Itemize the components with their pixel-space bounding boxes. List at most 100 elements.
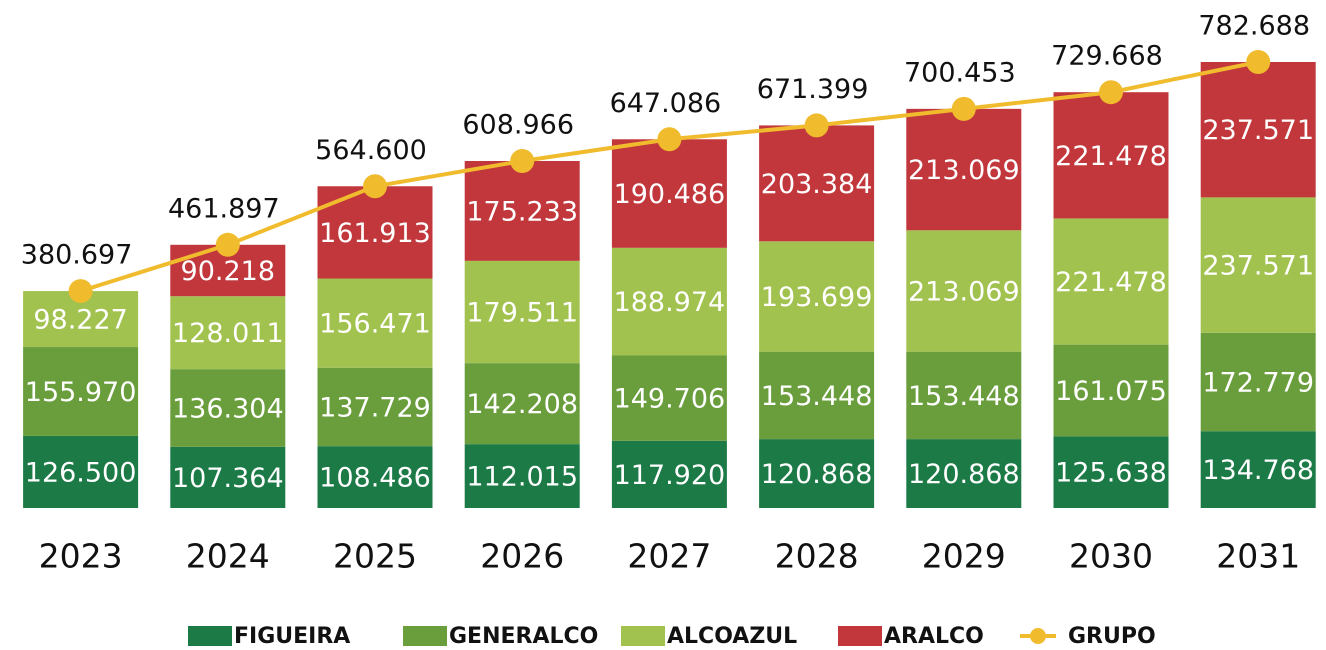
bar-segment (1053, 436, 1169, 508)
x-tick-label: 2026 (480, 537, 564, 576)
line-point (951, 96, 976, 121)
bar-segment (906, 439, 1022, 508)
bar-segment (23, 435, 139, 508)
legend-label: ALCOAZUL (667, 624, 797, 649)
data-label: 125.638 (1055, 458, 1167, 489)
legend-swatch (403, 626, 447, 646)
bar-segment (759, 351, 875, 440)
bar-segment (23, 347, 139, 436)
line-point (1246, 50, 1271, 75)
data-label: 98.227 (33, 305, 127, 336)
data-label: 134.768 (1202, 455, 1314, 486)
data-label: 213.069 (908, 276, 1020, 307)
data-label: 153.448 (908, 381, 1020, 412)
bar-segment (611, 355, 727, 441)
data-label: 608.966 (462, 109, 574, 140)
data-label: 190.486 (614, 179, 726, 210)
data-label: 112.015 (466, 462, 578, 493)
bar-segment (1200, 431, 1316, 508)
x-tick-label: 2029 (922, 537, 1006, 576)
data-label: 175.233 (466, 196, 578, 227)
data-label: 203.384 (761, 169, 873, 200)
bar-segment (1200, 62, 1316, 198)
data-label: 461.897 (168, 193, 280, 224)
line-point (804, 113, 829, 138)
bar-segment (317, 367, 433, 447)
data-label: 647.086 (610, 88, 722, 119)
x-tick-label: 2031 (1216, 537, 1300, 576)
x-tick-label: 2024 (186, 537, 270, 576)
data-label: 90.218 (181, 256, 275, 287)
data-label: 155.970 (25, 377, 137, 408)
data-label: 221.478 (1055, 267, 1167, 298)
legend-label: ARALCO (884, 624, 984, 649)
bar-segment (464, 160, 580, 261)
data-label: 237.571 (1202, 251, 1314, 282)
x-tick-label: 2027 (627, 537, 711, 576)
line-point (657, 127, 682, 152)
line-point (510, 148, 535, 173)
bar-segment (170, 369, 286, 447)
bar-segment (1053, 344, 1169, 437)
data-label: 108.486 (319, 463, 431, 494)
data-label: 237.571 (1202, 115, 1314, 146)
bar-segment (317, 446, 433, 508)
data-label: 149.706 (614, 384, 726, 415)
bar-segment (170, 446, 286, 508)
data-label: 380.697 (21, 240, 133, 271)
bar-segment (464, 444, 580, 508)
bar-segment (1053, 218, 1169, 345)
legend-swatch (621, 626, 665, 646)
data-label: 128.011 (172, 318, 284, 349)
bar-segment (759, 125, 875, 242)
bar-segment (611, 139, 727, 248)
x-tick-label: 2030 (1069, 537, 1153, 576)
data-label: 564.600 (315, 135, 427, 166)
data-label: 117.920 (614, 460, 726, 491)
bar-segment (611, 440, 727, 508)
bar-segment (906, 230, 1022, 352)
data-label: 120.868 (908, 459, 1020, 490)
data-label: 120.868 (761, 459, 873, 490)
data-label: 671.399 (757, 74, 869, 105)
data-label: 142.208 (466, 389, 578, 420)
data-label: 193.699 (761, 282, 873, 313)
bar-segment (906, 108, 1022, 231)
line-point (363, 174, 387, 199)
x-tick-label: 2025 (333, 537, 417, 576)
bar-segment (464, 260, 580, 364)
data-label: 179.511 (466, 297, 578, 328)
line-point (1099, 80, 1123, 105)
bar-segment (759, 241, 875, 352)
data-label: 156.471 (319, 309, 431, 340)
data-label: 161.075 (1055, 376, 1167, 407)
x-tick-label: 2023 (39, 537, 123, 576)
bar-segment (170, 296, 286, 370)
bar-segment (759, 439, 875, 508)
data-label: 172.779 (1202, 367, 1314, 398)
legend-swatch (188, 626, 232, 646)
bar-segment (317, 278, 433, 368)
data-label: 126.500 (25, 457, 137, 488)
data-label: 221.478 (1055, 141, 1167, 172)
data-label: 136.304 (172, 393, 284, 424)
data-label: 700.453 (904, 57, 1016, 88)
data-label: 782.688 (1198, 11, 1310, 42)
data-label: 213.069 (908, 155, 1020, 186)
bar-segment (464, 363, 580, 445)
data-label: 137.729 (319, 392, 431, 423)
legend-swatch (1030, 628, 1046, 644)
bar-segment (1200, 332, 1316, 432)
line-point (68, 279, 93, 304)
bar-segment (1053, 92, 1169, 219)
line-point (215, 232, 240, 257)
legend-label: GRUPO (1068, 624, 1156, 649)
data-label: 729.668 (1051, 41, 1163, 72)
data-label: 188.974 (614, 287, 726, 318)
x-tick-label: 2028 (775, 537, 859, 576)
data-label: 107.364 (172, 463, 284, 494)
bar-segment (1200, 197, 1316, 333)
legend-swatch (838, 626, 882, 646)
data-label: 161.913 (319, 218, 431, 249)
